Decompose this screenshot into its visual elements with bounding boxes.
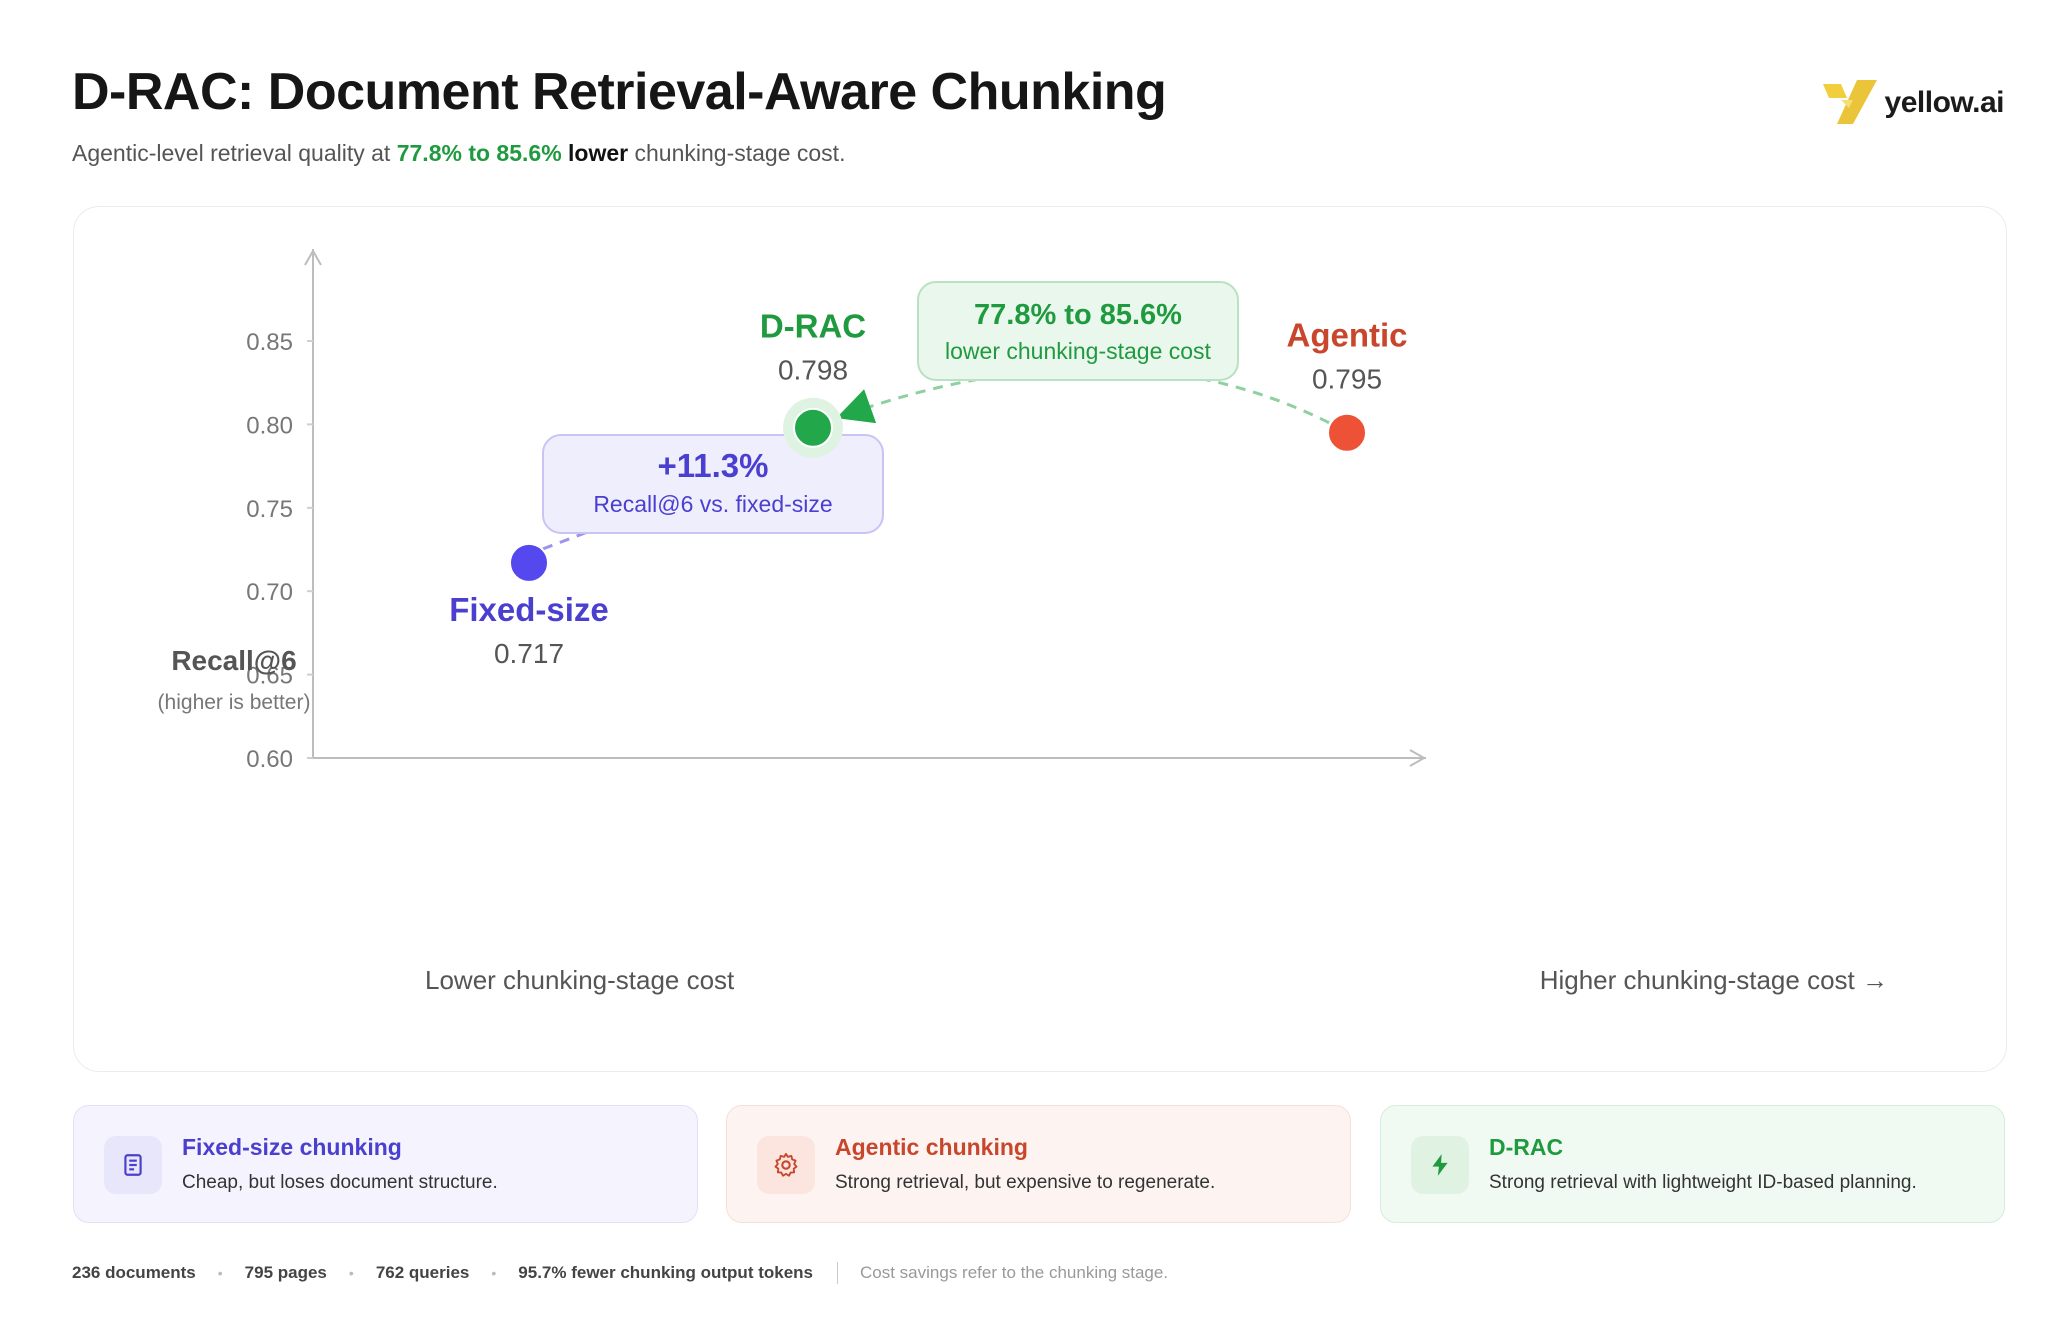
annotation-box-1 (917, 281, 1239, 381)
annotation-headline-1: 77.8% to 85.6% (974, 299, 1182, 331)
subtitle-post: chunking-stage cost. (628, 140, 846, 166)
footer-separator-dot: • (217, 1265, 223, 1281)
fixed-size-name-label: Fixed-size (449, 591, 609, 628)
y-axis-label: Recall@6 (higher is better) (152, 645, 316, 715)
footer-stat: 236 documents (72, 1263, 196, 1282)
x-axis-arrow (1409, 749, 1427, 767)
brand-logo[interactable]: yellow.ai (1822, 80, 2005, 126)
legend-card-d-rac: D-RAC Strong retrieval with lightweight I… (1380, 1105, 2005, 1223)
footer-stat: 795 pages (244, 1263, 327, 1282)
yellow-ai-logo-mark-icon (1822, 80, 1877, 124)
d-rac-value-label: 0.798 (778, 355, 848, 386)
chart-card: 0.85 0.80 0.75 0.70 0.65 0.60 +11.3% Recall@6 … (73, 206, 2007, 1072)
footer: 236 documents • 795 pages • 762 queries • 95.7… (72, 1262, 1168, 1284)
y-tick-label: 0.75 (246, 496, 293, 523)
agentic-value-label: 0.795 (1312, 364, 1382, 395)
legend-card-agentic-chunking: Agentic chunking Strong retrieval, but ex… (726, 1105, 1351, 1223)
fixed-size-value-label: 0.717 (494, 638, 564, 669)
footer-separator-dot: • (491, 1265, 497, 1281)
subtitle-pre: Agentic-level retrieval quality at (72, 140, 397, 166)
page-title: D-RAC: Document Retrieval-Aware Chunking (72, 63, 1167, 121)
footer-note: Cost savings refer to the chunking stage… (860, 1263, 1169, 1282)
x-axis-label-right: Higher chunking-stage cost → (1539, 965, 1888, 995)
legend-title: D-RAC (1489, 1134, 1564, 1160)
agentic-point (1327, 412, 1367, 453)
document-icon (104, 1136, 162, 1194)
legend-title: Fixed-size chunking (182, 1134, 402, 1160)
y-axis-title: Recall@6 (171, 645, 297, 676)
gear-icon (757, 1136, 815, 1194)
agentic-name-label: Agentic (1286, 317, 1407, 354)
annotation-box-0 (542, 434, 884, 534)
x-axis-label-left: Lower chunking-stage cost (425, 965, 735, 995)
y-axis-arrow (304, 248, 322, 266)
legend-description: Strong retrieval with lightweight ID-bas… (1489, 1172, 1917, 1193)
lightning-icon (1411, 1136, 1469, 1194)
footer-stat: 762 queries (375, 1263, 470, 1282)
annotation-headline-0: +11.3% (657, 447, 768, 484)
subtitle-highlight: 77.8% to 85.6% (396, 140, 562, 166)
footer-divider (837, 1262, 838, 1284)
annotation-text-0: Recall@6 vs. fixed-size (593, 491, 832, 517)
legend-description: Strong retrieval, but expensive to regen… (835, 1172, 1216, 1193)
subtitle-bold: lower (568, 140, 629, 166)
scatter-chart: 0.85 0.80 0.75 0.70 0.65 0.60 +11.3% Recall@6 … (246, 248, 1427, 773)
d-rac-name-label: D-RAC (760, 308, 866, 345)
logo-text: yellow.ai (1884, 86, 2005, 119)
footer-separator-dot: • (348, 1265, 354, 1281)
y-tick-label: 0.80 (246, 412, 293, 439)
annotation-text-1: lower chunking-stage cost (945, 338, 1212, 364)
page-subtitle: Agentic-level retrieval quality at 77.8%… (72, 140, 845, 167)
y-tick-label: 0.60 (246, 746, 293, 773)
y-axis-subtitle: (higher is better) (157, 691, 311, 714)
legend-description: Cheap, but loses document structure. (182, 1172, 498, 1193)
y-tick-label: 0.70 (246, 579, 293, 606)
d-rac-point (793, 407, 833, 448)
y-tick-label: 0.65 (246, 663, 293, 690)
legend-title: Agentic chunking (835, 1134, 1028, 1160)
legend-card-fixed-size-chunking: Fixed-size chunking Cheap, but loses docu… (73, 1105, 698, 1223)
y-tick-label: 0.85 (246, 329, 293, 356)
fixed-size-point (509, 542, 549, 583)
footer-stat: 95.7% fewer chunking output tokens (518, 1263, 813, 1282)
